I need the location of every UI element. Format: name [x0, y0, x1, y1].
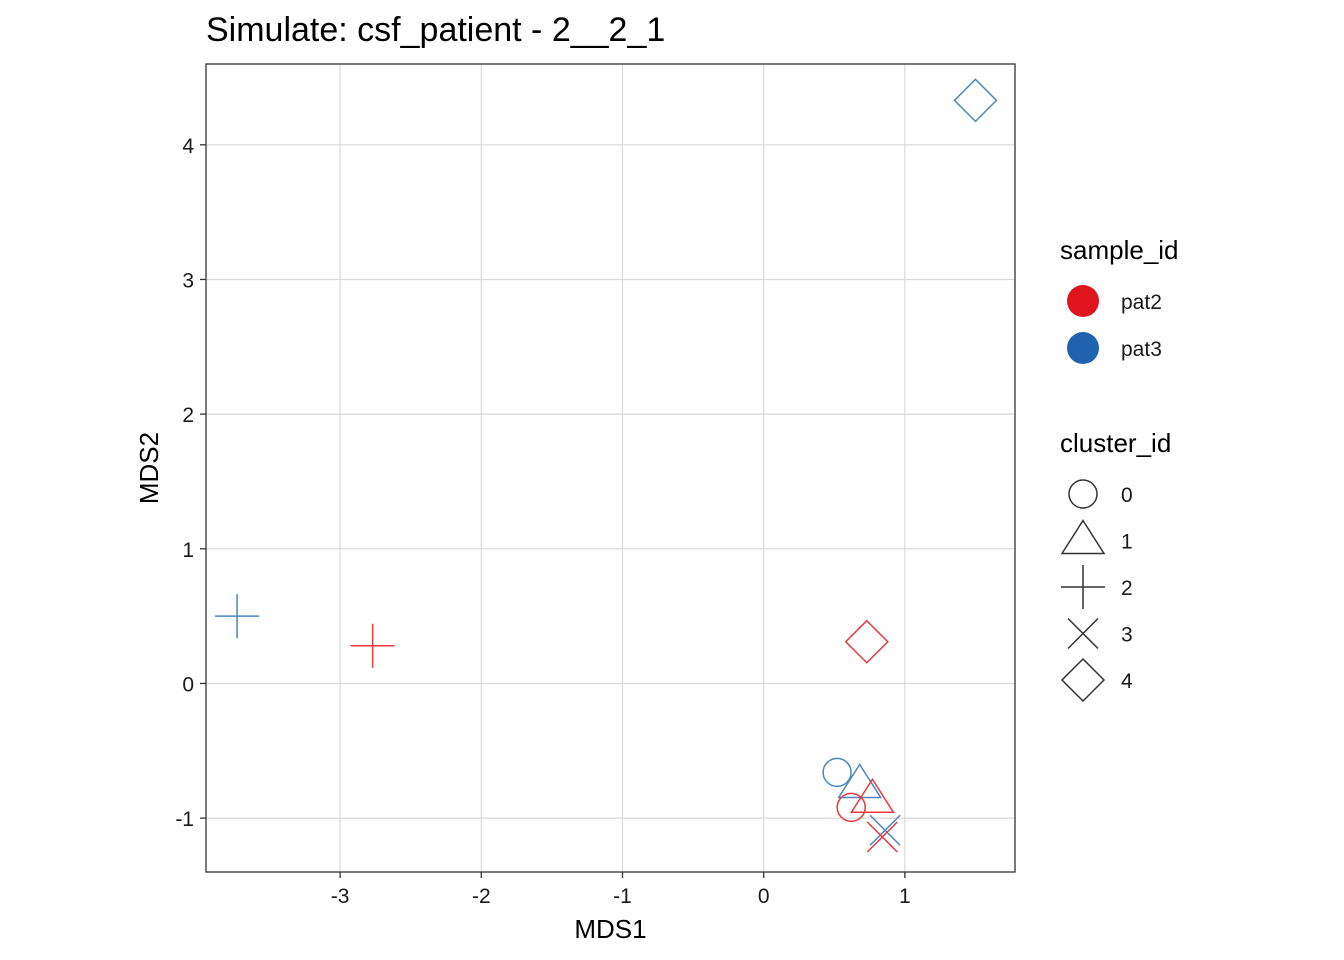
sample-legend-title: sample_id — [1060, 235, 1179, 265]
plot-panel-border — [205, 63, 1016, 873]
y-tick-label: 0 — [182, 673, 194, 696]
x-tick-label: -1 — [613, 885, 632, 908]
legend-key-circle-icon — [1068, 479, 1098, 509]
legend-label-cluster-2: 2 — [1121, 577, 1133, 600]
x-tick-label: 1 — [899, 885, 911, 908]
legend-label-pat3: pat3 — [1121, 338, 1162, 361]
point-pat3-cluster-0 — [822, 757, 852, 788]
y-tick-label: 4 — [182, 135, 194, 158]
point-pat2-cluster-1 — [850, 777, 895, 814]
legend-label-cluster-0: 0 — [1121, 484, 1133, 507]
y-tick-label: 1 — [182, 539, 194, 562]
legend-label-cluster-4: 4 — [1121, 670, 1133, 693]
point-pat2-cluster-3 — [866, 821, 898, 853]
legend-key-triangle-icon — [1060, 519, 1106, 555]
x-tick-label: 0 — [758, 885, 770, 908]
chart-title: Simulate: csf_patient - 2__2_1 — [206, 11, 665, 49]
legend-label-cluster-1: 1 — [1121, 531, 1133, 554]
point-pat2-cluster-0 — [836, 792, 866, 823]
x-tick-label: -2 — [472, 885, 491, 908]
y-tick-label: 2 — [182, 404, 194, 427]
y-tick-label: -1 — [175, 808, 194, 831]
point-pat3-cluster-4 — [953, 78, 998, 123]
legend-key-pat2 — [1067, 285, 1099, 317]
cluster-legend-title: cluster_id — [1060, 428, 1171, 458]
x-tick-label: -3 — [331, 885, 350, 908]
legend-label-pat2: pat2 — [1121, 291, 1162, 314]
point-pat3-cluster-2 — [215, 594, 260, 639]
y-axis-label: MDS2 — [134, 432, 164, 504]
data-points — [215, 78, 998, 853]
legend-key-pat3 — [1067, 332, 1099, 364]
point-pat2-cluster-4 — [844, 619, 889, 664]
legend-key-diamond-icon — [1060, 657, 1106, 703]
grid-lines — [206, 64, 1015, 872]
sample-id-legend: sample_id pat2 pat3 — [1060, 235, 1179, 364]
plot-panel — [206, 64, 1015, 872]
y-tick-label: 3 — [182, 269, 194, 292]
legend-key-plus-icon — [1061, 565, 1105, 609]
cluster-id-legend: cluster_id 0 1 2 3 4 — [1060, 428, 1171, 703]
legend-key-cross-icon — [1067, 617, 1099, 650]
point-pat3-cluster-1 — [837, 763, 883, 799]
legend-label-cluster-3: 3 — [1121, 624, 1133, 647]
axis-ticks: -3 -2 -1 0 1 -1 0 1 2 3 4 — [175, 135, 910, 908]
point-pat3-cluster-3 — [869, 814, 901, 846]
x-axis-label: MDS1 — [574, 914, 646, 944]
point-pat2-cluster-2 — [350, 623, 395, 668]
